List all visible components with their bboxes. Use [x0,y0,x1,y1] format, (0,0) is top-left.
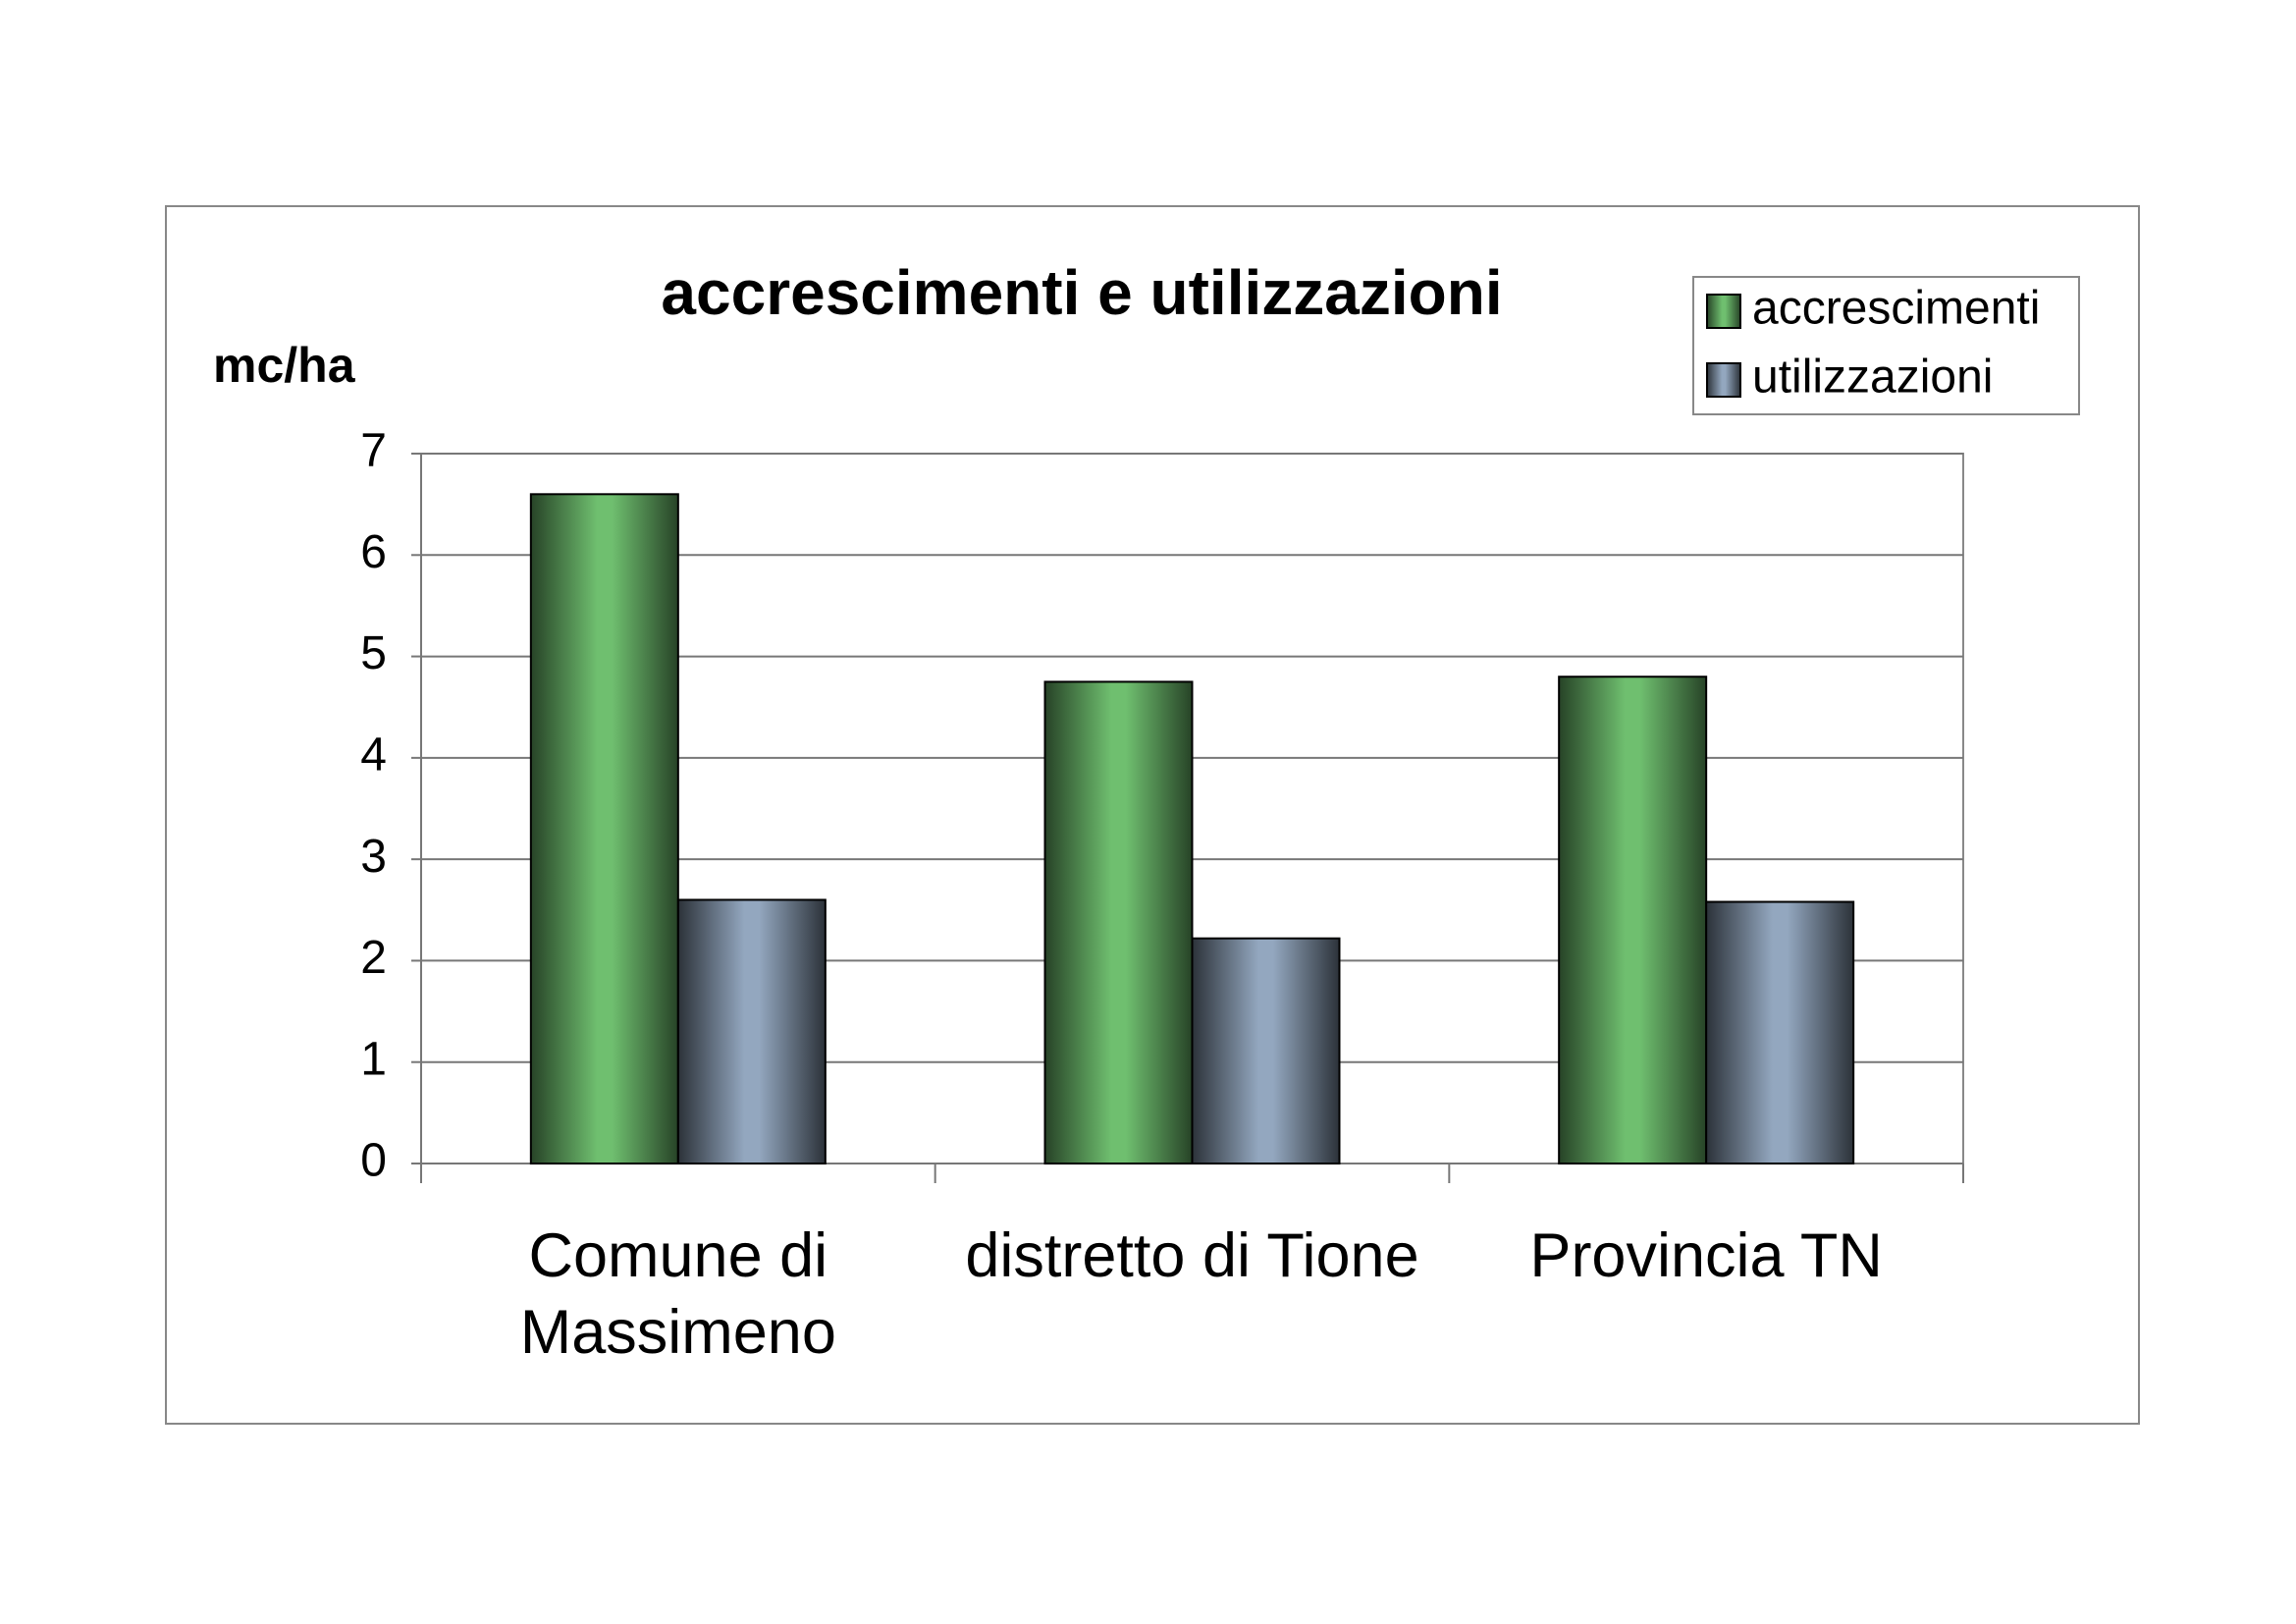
bar [1558,676,1708,1164]
y-tick-label: 1 [360,1033,387,1085]
chart-title: accrescimenti e utilizzazioni [661,257,1502,328]
legend [1692,276,2080,415]
y-axis-label: mc/ha [213,338,356,393]
x-tick-label: distretto di Tione [965,1221,1419,1290]
bar [1191,937,1341,1164]
legend-label: accrescimenti [1752,283,2040,335]
y-tick-label: 4 [360,730,387,782]
bar [1043,680,1194,1165]
bar [676,898,827,1164]
bar [529,493,679,1165]
x-tick-label: Comune di Massimeno [519,1221,836,1367]
y-tick-label: 6 [360,526,387,578]
y-tick-label: 5 [360,627,387,679]
y-tick-label: 7 [360,425,387,477]
y-tick-label: 3 [360,831,387,883]
y-tick-label: 2 [360,932,387,984]
y-tick-label: 0 [360,1135,387,1187]
legend-swatch [1706,294,1741,329]
legend-label: utilizzazioni [1752,352,1993,404]
x-tick-label: Provincia TN [1529,1221,1883,1290]
bar [1705,900,1855,1164]
legend-swatch [1706,362,1741,398]
